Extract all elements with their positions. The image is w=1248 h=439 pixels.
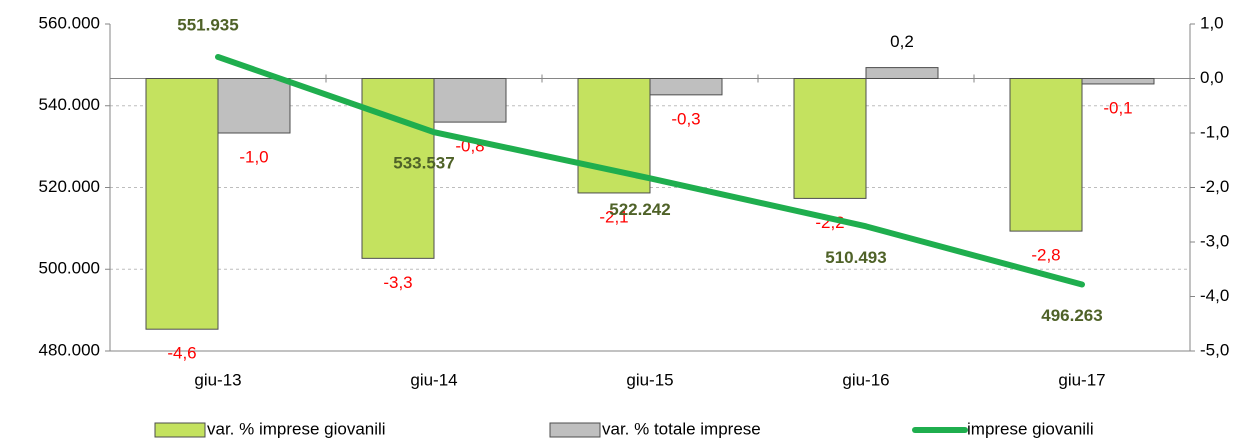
legend-swatch — [549, 422, 601, 438]
bar-value-label: -2,8 — [1031, 246, 1060, 265]
bar — [1009, 78, 1083, 232]
bar — [217, 78, 291, 134]
bar-value-label: -0,3 — [671, 109, 700, 128]
x-tick-label: giu-15 — [626, 370, 673, 389]
bar-value-label: 0,2 — [890, 32, 914, 51]
legend-label: var. % imprese giovanili — [207, 419, 386, 438]
y2-tick-label: -2,0 — [1200, 177, 1229, 196]
legend-label: imprese giovanili — [967, 419, 1094, 438]
y-tick-label: 560.000 — [39, 13, 100, 32]
line — [215, 53, 1085, 288]
bar — [865, 67, 939, 79]
x-tick-label: giu-13 — [194, 370, 241, 389]
x-tick-label: giu-14 — [410, 370, 457, 389]
x-tick-label: giu-16 — [842, 370, 889, 389]
bar-value-label: -1,0 — [239, 147, 268, 166]
line-value-label: 510.493 — [825, 248, 886, 267]
bar — [433, 78, 507, 123]
bar-value-label: -3,3 — [383, 273, 412, 292]
bar — [145, 78, 219, 330]
bar — [1081, 78, 1155, 85]
line-value-label: 551.935 — [177, 15, 238, 34]
y-tick-label: 540.000 — [39, 95, 100, 114]
line-value-label: 522.242 — [609, 200, 670, 219]
y2-tick-label: 1,0 — [1200, 13, 1224, 32]
line-value-label: 533.537 — [393, 154, 454, 173]
y2-tick-label: -3,0 — [1200, 231, 1229, 250]
bar-value-label: -2,1 — [599, 207, 628, 226]
bar — [649, 78, 723, 96]
line-value-label: 496.263 — [1041, 306, 1102, 325]
y-tick-label: 480.000 — [39, 340, 100, 359]
y-tick-label: 500.000 — [39, 259, 100, 278]
y-tick-label: 520.000 — [39, 177, 100, 196]
legend-swatch — [154, 422, 206, 438]
bar — [793, 78, 867, 199]
y2-tick-label: -1,0 — [1200, 122, 1229, 141]
y2-tick-label: -5,0 — [1200, 340, 1229, 359]
bar-value-label: -0,1 — [1103, 98, 1132, 117]
x-tick-label: giu-17 — [1058, 370, 1105, 389]
bar-value-label: -4,6 — [167, 344, 196, 363]
y2-tick-label: 0,0 — [1200, 68, 1224, 87]
legend-label: var. % totale imprese — [602, 419, 761, 438]
y2-tick-label: -4,0 — [1200, 286, 1229, 305]
